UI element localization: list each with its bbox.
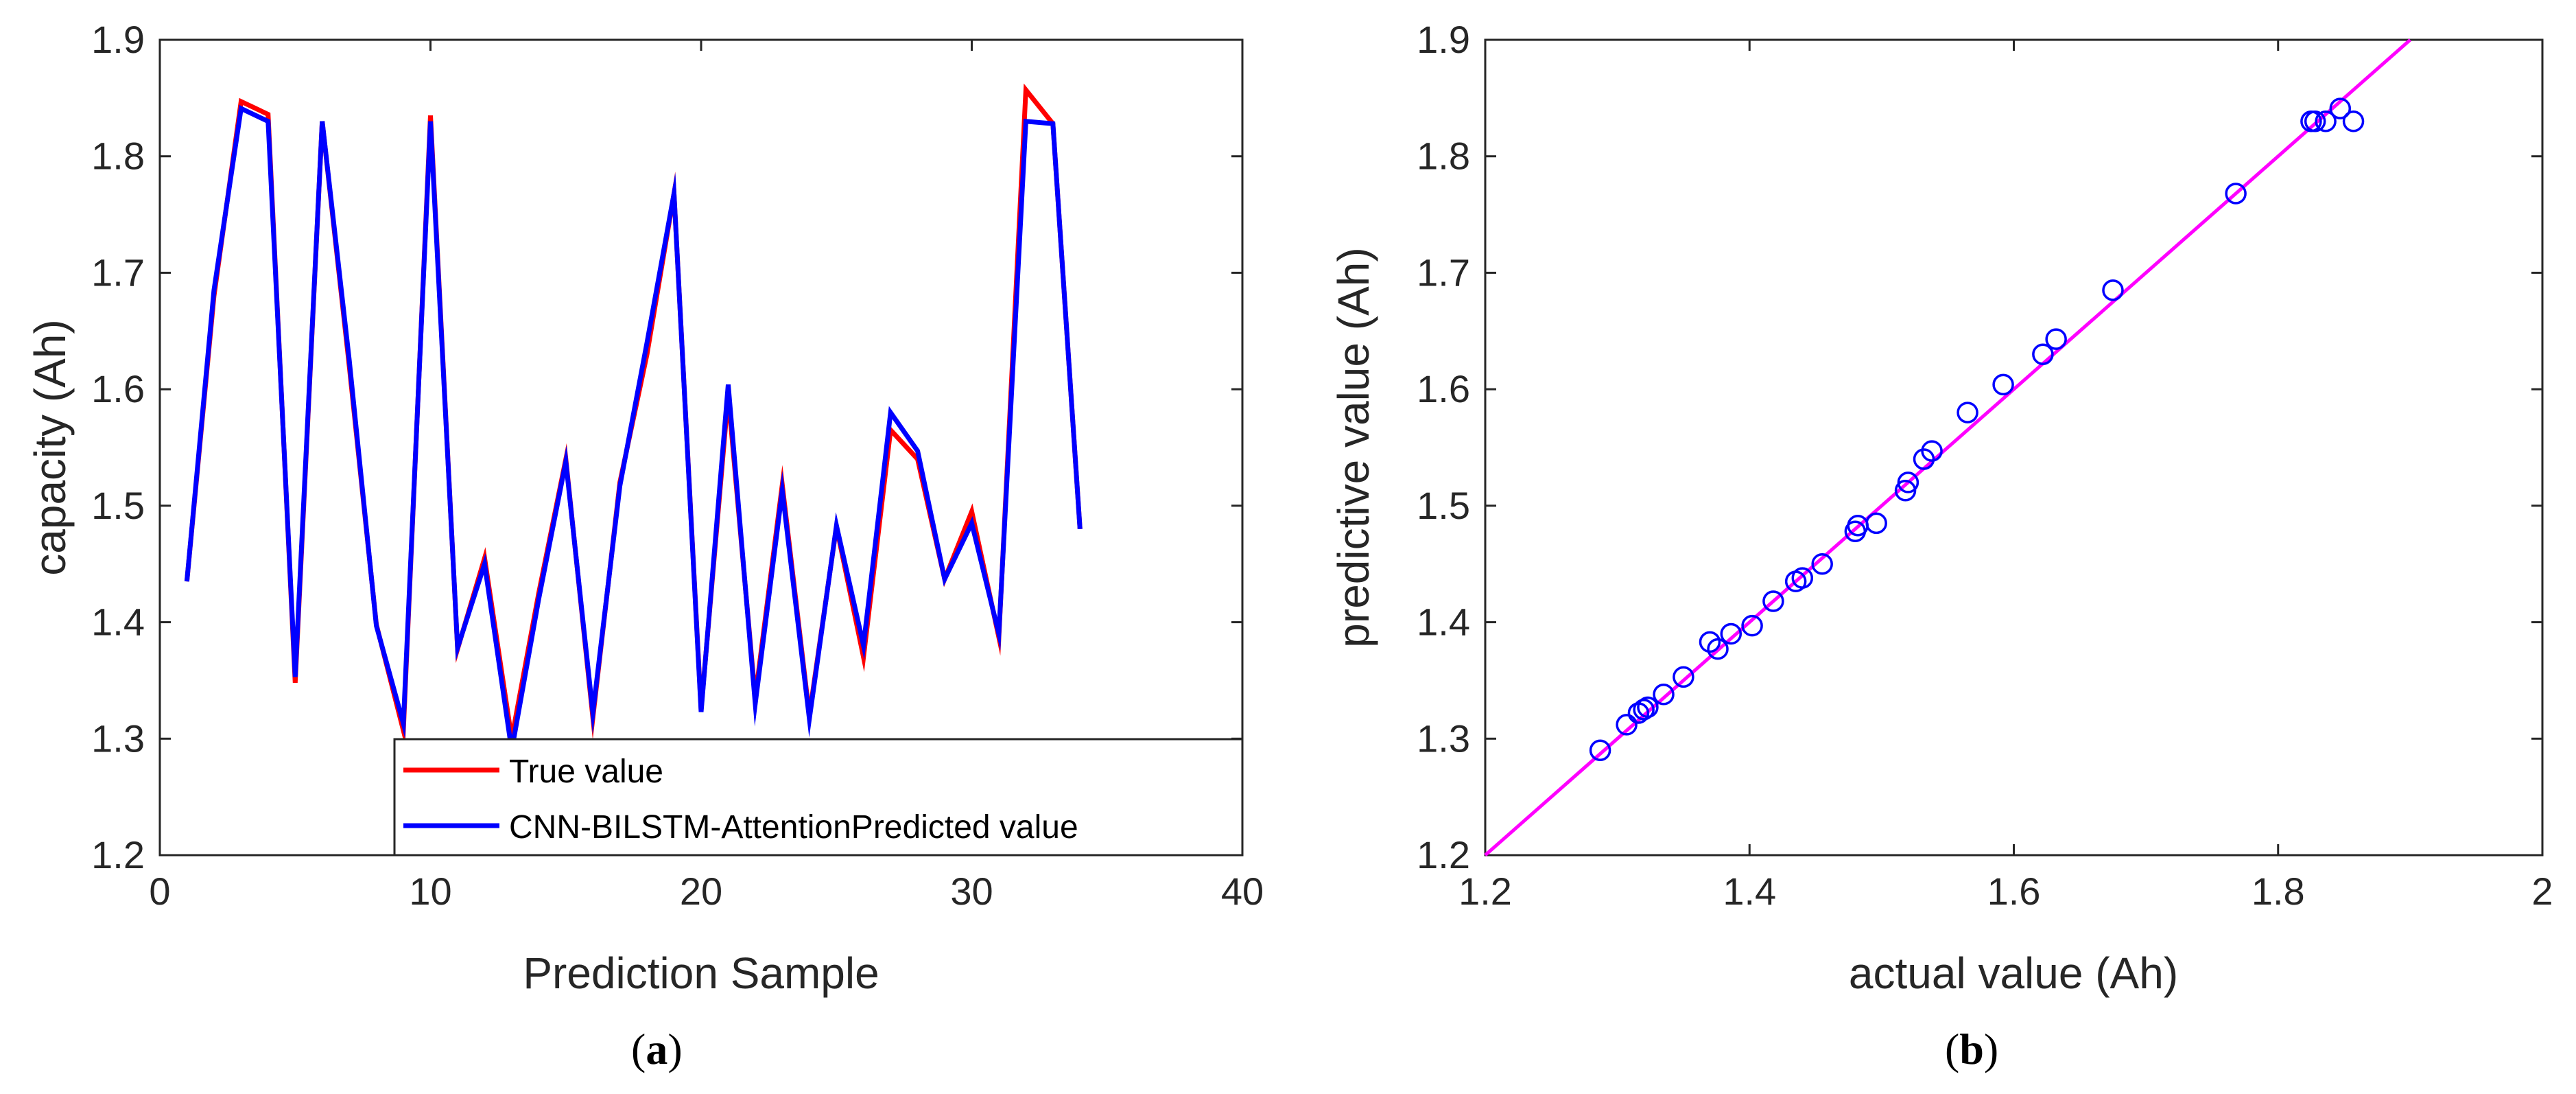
scatter-point [1921,440,1943,462]
y-tick-label: 1.9 [91,18,145,61]
scatter-point [1791,567,1814,589]
y-tick-label: 1.3 [91,717,145,760]
panel-b: 1.2 1.4 1.6 1.8 2 1.2 1.3 1.4 1.5 1.6 1.7 1.8 1.9 ac… [1329,18,2553,1073]
scatter-point [1913,448,1935,470]
y-axis-label-b: predictive value (Ah) [1329,247,1378,647]
legend-label-true-value: True value [509,754,663,790]
scatter-point [1762,590,1784,612]
plot-box-a [158,38,1244,857]
y-tick-label: 1.6 [91,367,145,410]
scatter-point [1633,699,1655,721]
y-axis-label-a: capacity (Ah) [25,319,75,575]
y-tick-label: 1.2 [91,833,145,876]
scatter-point [2045,328,2067,350]
scatter-point [1673,666,1694,688]
y-tick-label: 1.3 [1417,717,1470,760]
x-tick-label: 1.6 [1987,870,2041,913]
series-a [184,83,1083,766]
scatter-point [2329,97,2352,119]
scatter-point [1865,512,1887,535]
ticks-b: 1.2 1.4 1.6 1.8 2 1.2 1.3 1.4 1.5 1.6 1.7 1.8 1.9 [1417,18,2553,913]
series-b [1484,38,2412,857]
x-axis-label-b: actual value (Ah) [1849,948,2178,998]
y-tick-label: 1.5 [1417,484,1470,527]
y-tick-label: 1.5 [91,484,145,527]
scatter-point [1720,622,1742,645]
x-tick-label: 40 [1221,870,1264,913]
x-tick-label: 2 [2531,870,2553,913]
scatter-point [1811,552,1833,575]
y-tick-label: 1.8 [91,135,145,178]
x-tick-label: 1.2 [1458,870,1512,913]
panel-a: 0 10 20 30 40 1.2 1.3 1.4 1.5 1.6 1.7 1.8 1.9 True v… [25,18,1264,1073]
plot-box-b [1484,38,2544,857]
x-tick-label: 1.8 [2252,870,2305,913]
legend-label-predicted-value: CNN-BILSTM-AttentionPredicted value [509,809,1078,846]
scatter-point [1707,638,1729,660]
scatter-point [1957,401,1978,423]
ticks-a: 0 10 20 30 40 1.2 1.3 1.4 1.5 1.6 1.7 1.8 1.9 [91,18,1264,913]
y-tick-label: 1.9 [1417,18,1470,61]
scatter-point [1699,631,1721,653]
y-tick-label: 1.4 [1417,601,1470,644]
scatter-point [1897,472,1919,493]
y-tick-label: 1.4 [91,601,145,644]
x-axis-label-a: Prediction Sample [523,948,879,998]
y-tick-label: 1.7 [91,251,145,294]
x-tick-label: 1.4 [1723,870,1776,913]
x-tick-label: 0 [149,870,170,913]
scatter-point [1992,373,2014,396]
scatter-point [2342,110,2365,132]
x-tick-label: 20 [680,870,722,913]
x-tick-label: 10 [409,870,451,913]
scatter-point [1741,614,1763,637]
y-tick-label: 1.2 [1417,833,1470,876]
y-tick-label: 1.7 [1417,251,1470,294]
legend-box-a [393,738,1244,857]
legend-a: True value CNN-BILSTM-AttentionPredicted… [393,738,1244,857]
scatter-point [1616,714,1638,736]
scatter-point [2225,183,2247,205]
scatter-point [2315,110,2337,132]
caption-a: (a) [631,1025,683,1073]
y-tick-label: 1.8 [1417,135,1470,178]
scatter-point [1653,684,1675,706]
x-tick-label: 30 [950,870,993,913]
scatter-point [2304,110,2326,132]
y-tick-label: 1.6 [1417,367,1470,410]
scatter-point [2102,279,2124,301]
caption-b: (b) [1945,1025,1998,1073]
scatter-point [1589,739,1611,762]
series-line-predicted-value [184,104,1083,766]
scatter-point [2032,343,2054,365]
scatter-point [1637,696,1659,719]
